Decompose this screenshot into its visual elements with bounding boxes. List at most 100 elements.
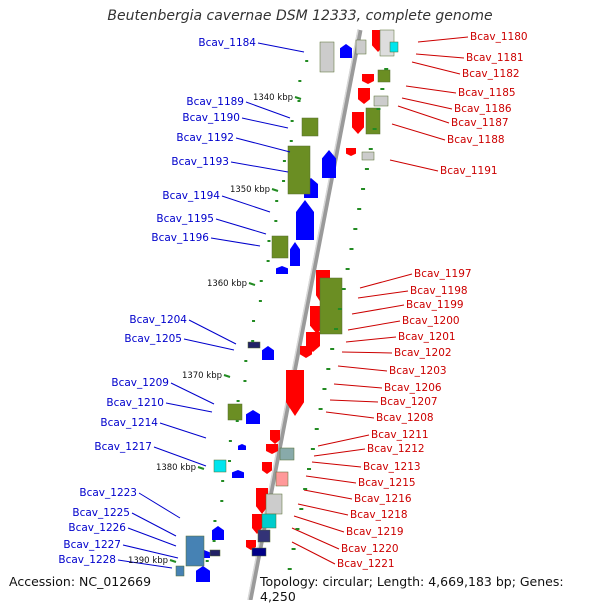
leader-line-left <box>230 161 289 173</box>
gene-box-gray <box>265 493 283 515</box>
track-tick <box>282 160 286 162</box>
track-tick <box>353 228 358 230</box>
track-tick <box>275 200 279 202</box>
forward-cds-arrow <box>358 88 370 104</box>
gene-label-right: Bcav_1211 <box>371 429 429 441</box>
gene-label-left: Bcav_1217 <box>94 441 152 453</box>
kbp-marker: 1340 kbp <box>253 93 293 103</box>
leader-line-left <box>221 195 271 213</box>
gene-label-left: Bcav_1195 <box>156 213 214 225</box>
kbp-marker: 1360 kbp <box>207 279 247 289</box>
gene-label-right: Bcav_1206 <box>384 382 442 394</box>
leader-line-right <box>293 515 345 533</box>
leader-line-left <box>165 402 213 413</box>
track-tick <box>236 400 240 402</box>
gene-label-left: Bcav_1196 <box>151 232 209 244</box>
track-tick <box>259 280 263 282</box>
gene-box-pink <box>275 471 289 487</box>
track-tick <box>318 408 323 410</box>
track-tick <box>213 520 217 522</box>
track-tick <box>376 108 381 110</box>
track-tick <box>267 240 271 242</box>
gene-label-right: Bcav_1180 <box>470 31 528 43</box>
gene-label-right: Bcav_1201 <box>398 331 456 343</box>
gene-box-steel <box>185 535 205 567</box>
leader-line-left <box>210 237 261 247</box>
track-tick <box>341 288 346 290</box>
gene-box <box>377 69 391 83</box>
gene-label-right: Bcav_1188 <box>447 134 505 146</box>
forward-cds-arrow <box>286 370 304 416</box>
leader-line-left <box>257 42 305 53</box>
leader-line-left <box>241 117 289 129</box>
leader-line-right <box>397 105 450 124</box>
track-tick <box>298 80 302 82</box>
kbp-marker: 1370 kbp <box>182 371 222 381</box>
leader-line-right <box>297 503 349 516</box>
gene-box-navy <box>251 547 267 557</box>
gene-box <box>271 235 289 259</box>
leader-line-right <box>303 489 353 500</box>
gene-box-gray <box>319 41 335 73</box>
leader-line-right <box>347 320 401 331</box>
kbp-tick <box>271 188 279 192</box>
track-tick <box>251 340 255 342</box>
forward-cds-arrow <box>266 444 278 454</box>
track-tick <box>252 320 256 322</box>
leader-line-right <box>401 97 453 110</box>
kbp-tick <box>248 282 256 286</box>
gene-label-left: Bcav_1184 <box>198 37 256 49</box>
leader-line-right <box>417 36 469 43</box>
gene-label-right: Bcav_1191 <box>440 165 498 177</box>
track-tick <box>235 420 239 422</box>
track-tick <box>307 468 312 470</box>
gene-label-right: Bcav_1213 <box>363 461 421 473</box>
leader-line-left <box>127 527 177 547</box>
leader-line-left <box>153 446 207 467</box>
leader-line-left <box>138 492 181 519</box>
kbp-tick <box>197 466 205 470</box>
leader-line-right <box>391 123 446 141</box>
leader-line-right <box>317 434 370 447</box>
gene-label-right: Bcav_1200 <box>402 315 460 327</box>
gene-label-left: Bcav_1227 <box>63 539 121 551</box>
reverse-cds-arrow <box>262 346 274 360</box>
track-tick <box>310 448 315 450</box>
track-tick <box>266 260 270 262</box>
track-tick <box>291 548 296 550</box>
track-tick <box>243 380 247 382</box>
track-tick <box>297 100 301 102</box>
track-tick <box>282 180 286 182</box>
leader-line-right <box>305 475 357 484</box>
kbp-marker: 1390 kbp <box>128 556 168 566</box>
reverse-cds-arrow <box>238 444 246 450</box>
kbp-tick <box>294 96 302 100</box>
reverse-cds-arrow <box>196 566 210 582</box>
track-tick <box>305 60 309 62</box>
gene-label-right: Bcav_1198 <box>410 285 468 297</box>
track-tick <box>322 388 327 390</box>
gene-label-left: Bcav_1190 <box>182 112 240 124</box>
leader-line-right <box>291 527 340 550</box>
gene-label-left: Bcav_1225 <box>72 507 130 519</box>
gene-box-steel <box>175 565 185 577</box>
track-tick <box>368 148 373 150</box>
track-tick <box>372 128 377 130</box>
gene-box <box>301 117 319 137</box>
gene-label-left: Bcav_1204 <box>129 314 187 326</box>
gene-label-right: Bcav_1185 <box>458 87 516 99</box>
kbp-marker: 1380 kbp <box>156 463 196 473</box>
leader-line-right <box>313 448 366 457</box>
gene-label-left: Bcav_1228 <box>58 554 116 566</box>
track-tick <box>220 500 224 502</box>
leader-line-left <box>159 422 207 439</box>
forward-cds-arrow <box>246 540 256 550</box>
gene-box-gray <box>279 447 295 461</box>
forward-cds-arrow <box>362 74 374 84</box>
reverse-cds-arrow <box>212 526 224 540</box>
forward-cds-arrow <box>346 148 356 156</box>
leader-line-left <box>117 559 173 569</box>
leader-line-left <box>183 338 235 351</box>
track-tick <box>287 568 292 570</box>
track-tick <box>345 268 350 270</box>
